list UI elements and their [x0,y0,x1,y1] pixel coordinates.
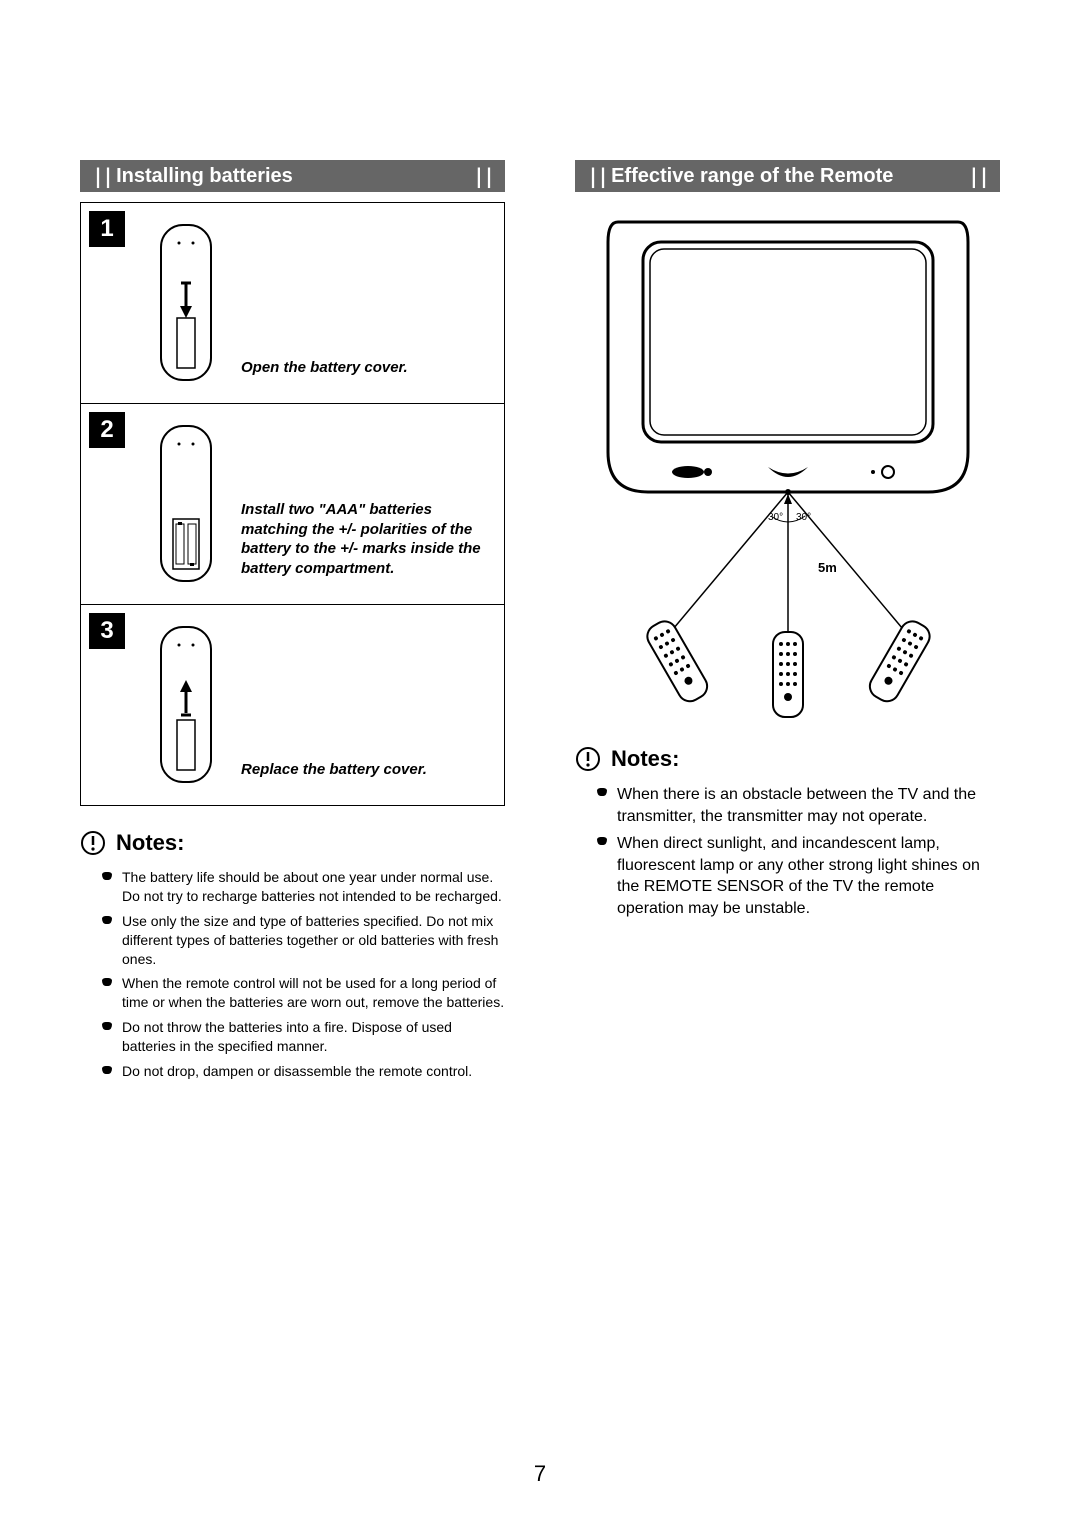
remote-open-cover-illustration [151,223,221,383]
header-decor-right: || [968,164,988,188]
list-item: Do not drop, dampen or disassemble the r… [102,1062,505,1081]
installing-batteries-title: Installing batteries [116,165,473,188]
right-notes-title: Notes: [611,746,679,772]
right-notes-list: When there is an obstacle between the TV… [575,784,1000,920]
remote-close-cover-illustration [151,625,221,785]
step-3: 3 Replace the battery cover. [80,605,505,806]
warning-icon [80,830,106,856]
list-item: When the remote control will not be used… [102,974,505,1012]
right-column: || Effective range of the Remote || [575,160,1000,1087]
header-decor-right: || [473,164,493,188]
list-item: The battery life should be about one yea… [102,868,505,906]
angle-left-label: 30° [768,512,783,523]
left-notes-heading: Notes: [80,830,505,856]
step-3-number: 3 [89,613,125,649]
list-item: When there is an obstacle between the TV… [597,784,1000,827]
effective-range-title: Effective range of the Remote [611,165,968,188]
left-notes-list: The battery life should be about one yea… [80,868,505,1081]
header-decor-left: || [92,164,112,188]
left-column: || Installing batteries || 1 Open the ba… [80,160,505,1087]
distance-label: 5m [818,560,837,575]
step-2-number: 2 [89,412,125,448]
step-1-number: 1 [89,211,125,247]
step-2: 2 Install two "AAA" batteries matching t… [80,404,505,605]
page-number: 7 [534,1461,546,1487]
list-item: When direct sunlight, and incandescent l… [597,833,1000,919]
step-3-caption: Replace the battery cover. [241,760,484,786]
step-2-caption: Install two "AAA" batteries matching the… [241,500,484,584]
list-item: Use only the size and type of batteries … [102,912,505,969]
angle-right-label: 30° [796,512,811,523]
remote-range-diagram: 30° 30° 5m [575,202,1000,722]
left-notes-title: Notes: [116,830,184,856]
step-1-caption: Open the battery cover. [241,358,484,384]
remote-insert-batteries-illustration [151,424,221,584]
step-1: 1 Open the battery cover. [80,202,505,404]
warning-icon [575,746,601,772]
header-decor-left: || [587,164,607,188]
effective-range-header: || Effective range of the Remote || [575,160,1000,192]
list-item: Do not throw the batteries into a fire. … [102,1018,505,1056]
installing-batteries-header: || Installing batteries || [80,160,505,192]
right-notes-heading: Notes: [575,746,1000,772]
